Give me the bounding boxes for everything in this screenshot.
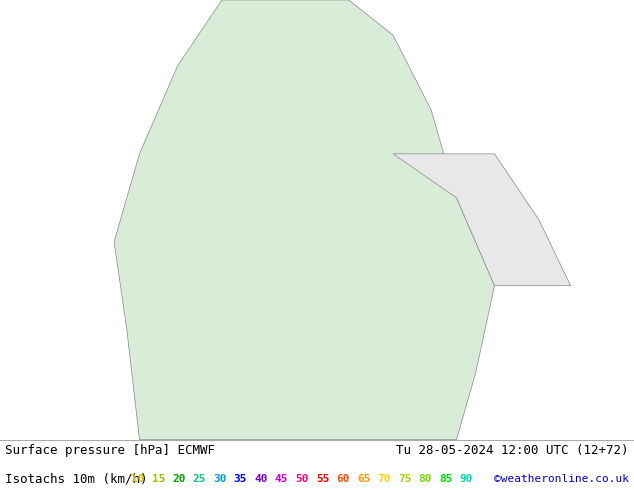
Text: 30: 30: [213, 474, 227, 484]
Text: Surface pressure [hPa] ECMWF: Surface pressure [hPa] ECMWF: [5, 444, 215, 457]
Text: 90: 90: [460, 474, 473, 484]
Text: 55: 55: [316, 474, 329, 484]
Text: 40: 40: [254, 474, 268, 484]
Text: 65: 65: [357, 474, 370, 484]
Text: 10: 10: [131, 474, 145, 484]
Text: 25: 25: [193, 474, 206, 484]
Text: 45: 45: [275, 474, 288, 484]
Text: 15: 15: [152, 474, 165, 484]
Text: 80: 80: [418, 474, 432, 484]
Text: Isotachs 10m (km/h): Isotachs 10m (km/h): [5, 472, 148, 486]
Text: 60: 60: [337, 474, 350, 484]
Text: 35: 35: [234, 474, 247, 484]
Text: 85: 85: [439, 474, 453, 484]
Text: Tu 28-05-2024 12:00 UTC (12+72): Tu 28-05-2024 12:00 UTC (12+72): [396, 444, 629, 457]
Text: 20: 20: [172, 474, 186, 484]
Text: 50: 50: [295, 474, 309, 484]
Text: 75: 75: [398, 474, 411, 484]
Polygon shape: [114, 0, 495, 440]
Text: ©weatheronline.co.uk: ©weatheronline.co.uk: [494, 474, 629, 484]
Text: 70: 70: [377, 474, 391, 484]
Polygon shape: [393, 154, 571, 286]
